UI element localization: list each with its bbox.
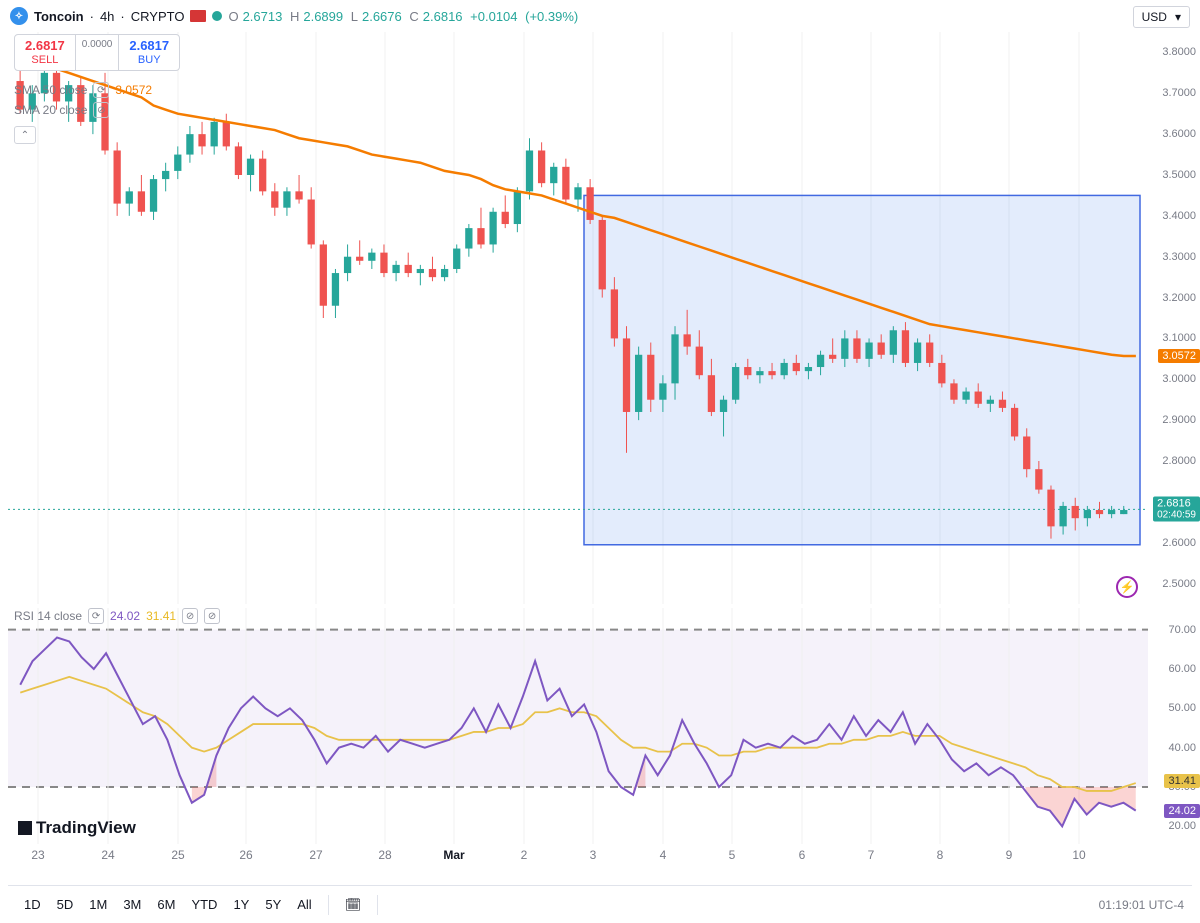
sma-badge: 3.0572 bbox=[1158, 349, 1200, 363]
timeframe-3M[interactable]: 3M bbox=[115, 893, 149, 916]
price-tick: 3.4000 bbox=[1162, 210, 1196, 222]
rsi-tick: 40.00 bbox=[1168, 742, 1196, 754]
currency-select[interactable]: USD ▾ bbox=[1133, 6, 1190, 28]
price-tick: 3.8000 bbox=[1162, 46, 1196, 58]
time-tick: 23 bbox=[31, 848, 44, 862]
currency-value: USD bbox=[1142, 10, 1167, 24]
buy-button[interactable]: 2.6817 BUY bbox=[119, 35, 179, 70]
market-tag: CRYPTO bbox=[131, 9, 185, 24]
rsi-tick: 70.00 bbox=[1168, 624, 1196, 636]
price-tick: 3.2000 bbox=[1162, 292, 1196, 304]
time-tick: 4 bbox=[660, 848, 667, 862]
lightning-icon[interactable]: ⚡ bbox=[1116, 576, 1138, 598]
price-tick: 3.6000 bbox=[1162, 128, 1196, 140]
refresh-icon[interactable]: ⟳ bbox=[93, 82, 109, 98]
chevron-down-icon: ▾ bbox=[1175, 10, 1181, 24]
price-tick: 2.8000 bbox=[1162, 455, 1196, 467]
indicator-sma20[interactable]: SMA 20 close ⊘ bbox=[14, 102, 109, 118]
price-tick: 3.5000 bbox=[1162, 169, 1196, 181]
timeframe-6M[interactable]: 6M bbox=[149, 893, 183, 916]
timeframe-1M[interactable]: 1M bbox=[81, 893, 115, 916]
price-tick: 3.1000 bbox=[1162, 332, 1196, 344]
tradingview-logo: TradingView bbox=[18, 818, 136, 838]
clock: 01:19:01 UTC-4 bbox=[1099, 898, 1184, 912]
coin-icon: ✧ bbox=[10, 7, 28, 25]
price-tick: 3.3000 bbox=[1162, 251, 1196, 263]
time-tick: 6 bbox=[799, 848, 806, 862]
time-tick: 5 bbox=[729, 848, 736, 862]
trade-box: 2.6817 SELL 0.0000 2.6817 BUY bbox=[14, 34, 180, 71]
price-tick: 2.5000 bbox=[1162, 578, 1196, 590]
timeframe-YTD[interactable]: YTD bbox=[183, 893, 225, 916]
time-tick: 26 bbox=[239, 848, 252, 862]
refresh-icon[interactable]: ⟳ bbox=[88, 608, 104, 624]
settings-icon[interactable]: ⊘ bbox=[182, 608, 198, 624]
chart-header: ✧ Toncoin · 4h · CRYPTO O2.6713 H2.6899 … bbox=[0, 0, 1200, 32]
indicator-sma50[interactable]: SMA 50 close ⟳ 3.0572 bbox=[14, 82, 152, 98]
time-tick: 28 bbox=[378, 848, 391, 862]
time-tick: 9 bbox=[1006, 848, 1013, 862]
price-tick: 2.6000 bbox=[1162, 537, 1196, 549]
price-tick: 2.9000 bbox=[1162, 414, 1196, 426]
status-dot-icon bbox=[212, 11, 222, 21]
timeframe-5Y[interactable]: 5Y bbox=[257, 893, 289, 916]
spread-value: 0.0000 bbox=[76, 35, 120, 70]
rsi-tick: 60.00 bbox=[1168, 663, 1196, 675]
indicator-rsi[interactable]: RSI 14 close ⟳ 24.02 31.41 ⊘ ⊘ bbox=[14, 608, 220, 624]
time-tick: 24 bbox=[101, 848, 114, 862]
timeframe-1D[interactable]: 1D bbox=[16, 893, 49, 916]
price-tick: 3.7000 bbox=[1162, 87, 1196, 99]
settings-icon[interactable]: ⊘ bbox=[204, 608, 220, 624]
timeframe-All[interactable]: All bbox=[289, 893, 319, 916]
rsi-chart[interactable] bbox=[8, 608, 1148, 848]
ohlc-readout: O2.6713 H2.6899 L2.6676 C2.6816 +0.0104 … bbox=[228, 9, 582, 24]
time-tick: 2 bbox=[521, 848, 528, 862]
collapse-button[interactable]: ⌃ bbox=[14, 126, 36, 144]
time-tick: 8 bbox=[937, 848, 944, 862]
calendar-icon[interactable]: 🗓 bbox=[337, 893, 370, 917]
time-tick: 10 bbox=[1072, 848, 1085, 862]
bottom-toolbar: 1D5D1M3M6MYTD1Y5YAll 🗓 01:19:01 UTC-4 bbox=[8, 885, 1192, 923]
rsi-tick: 50.00 bbox=[1168, 702, 1196, 714]
time-tick: 3 bbox=[590, 848, 597, 862]
rsi-tick: 20.00 bbox=[1168, 820, 1196, 832]
rsi-axis[interactable]: 70.0060.0050.0040.0030.0020.0031.4124.02 bbox=[1148, 608, 1200, 848]
time-tick: 27 bbox=[309, 848, 322, 862]
interval[interactable]: 4h bbox=[100, 9, 114, 24]
main-chart[interactable] bbox=[8, 32, 1148, 604]
timeframe-5D[interactable]: 5D bbox=[49, 893, 82, 916]
price-tick: 3.0000 bbox=[1162, 373, 1196, 385]
flag-icon bbox=[190, 10, 206, 22]
price-badge: 2.681602:40:59 bbox=[1153, 497, 1200, 522]
rsi-ma-badge: 31.41 bbox=[1164, 774, 1200, 788]
time-axis[interactable]: 232425262728Mar2345678910 bbox=[8, 848, 1148, 870]
time-tick: 25 bbox=[171, 848, 184, 862]
sell-button[interactable]: 2.6817 SELL bbox=[15, 35, 76, 70]
time-tick: Mar bbox=[443, 848, 464, 862]
rsi-badge: 24.02 bbox=[1164, 804, 1200, 818]
eye-off-icon[interactable]: ⊘ bbox=[93, 102, 109, 118]
symbol-name[interactable]: Toncoin bbox=[34, 9, 84, 24]
price-axis[interactable]: 3.8000 3.7000 3.6000 3.5000 3.4000 3.3000 3.20… bbox=[1148, 32, 1200, 604]
timeframe-1Y[interactable]: 1Y bbox=[225, 893, 257, 916]
time-tick: 7 bbox=[868, 848, 875, 862]
